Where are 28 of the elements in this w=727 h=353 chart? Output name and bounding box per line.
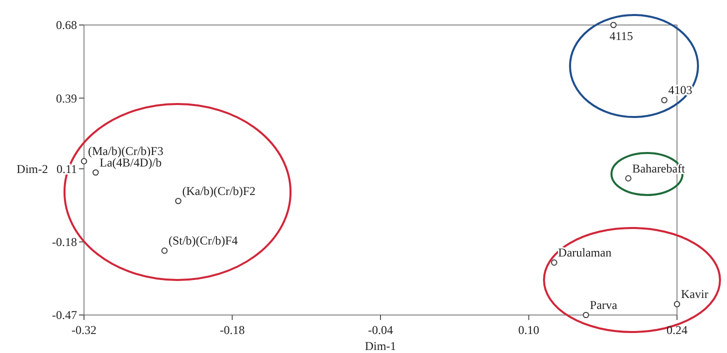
annotation: Parva [590, 298, 618, 312]
x-tick-label: -0.18 [220, 323, 245, 337]
y-tick-label: -0.18 [52, 235, 77, 250]
point [625, 175, 632, 182]
point [551, 259, 558, 266]
annotation: (Ka/b)(Cr/b)F2 [182, 184, 256, 198]
point [161, 248, 168, 254]
y-tick-label: 0.39 [56, 91, 77, 106]
annotation: Kavir [681, 287, 708, 302]
y-tick-label: -0.47 [52, 308, 77, 322]
point [661, 97, 668, 104]
point [582, 312, 590, 318]
annotation: (St/b)(Cr/b)F4 [168, 234, 238, 248]
x-axis-title: Dim-1 [364, 339, 396, 353]
point [175, 198, 182, 204]
y-tick-label: 0.68 [56, 18, 77, 32]
point [80, 158, 88, 164]
x-tick-label: -0.32 [72, 323, 96, 337]
x-tick-label: 0.10 [518, 323, 540, 337]
annotation: 4115 [609, 29, 634, 43]
point [610, 22, 617, 28]
y-axis-title: Dim-2 [16, 162, 48, 176]
x-tick-label: -0.04 [368, 323, 393, 337]
point [92, 169, 99, 176]
annotation: (Ma/b)(Cr/b)F3 [88, 144, 164, 158]
point [674, 301, 680, 308]
annotation: Darulaman [558, 246, 612, 260]
x-tick-label: 0.24 [666, 323, 688, 337]
